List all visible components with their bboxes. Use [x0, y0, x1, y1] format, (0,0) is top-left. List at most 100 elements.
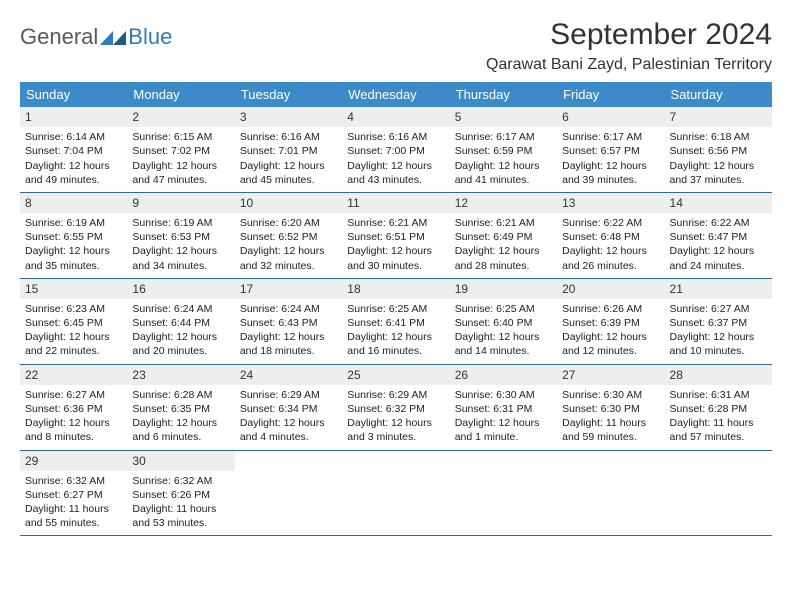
calendar-cell: 9Sunrise: 6:19 AMSunset: 6:53 PMDaylight… [127, 193, 234, 278]
daylight-text-1: Daylight: 12 hours [240, 244, 337, 258]
day-number: 15 [20, 279, 127, 299]
day-number: 9 [127, 193, 234, 213]
day-number: 12 [450, 193, 557, 213]
daylight-text-2: and 16 minutes. [347, 344, 444, 358]
sunset-text: Sunset: 7:02 PM [132, 144, 229, 158]
day-number: 5 [450, 107, 557, 127]
daylight-text-1: Daylight: 12 hours [455, 330, 552, 344]
daylight-text-1: Daylight: 12 hours [25, 159, 122, 173]
sunset-text: Sunset: 6:32 PM [347, 402, 444, 416]
calendar-cell [342, 451, 449, 536]
daylight-text-1: Daylight: 12 hours [25, 330, 122, 344]
sunset-text: Sunset: 6:26 PM [132, 488, 229, 502]
sunrise-text: Sunrise: 6:18 AM [670, 130, 767, 144]
day-number: 19 [450, 279, 557, 299]
daylight-text-2: and 24 minutes. [670, 259, 767, 273]
sunset-text: Sunset: 6:53 PM [132, 230, 229, 244]
sunrise-text: Sunrise: 6:30 AM [562, 388, 659, 402]
sunrise-text: Sunrise: 6:32 AM [132, 474, 229, 488]
calendar-cell [665, 451, 772, 536]
weekday-label: Monday [127, 82, 234, 107]
daylight-text-1: Daylight: 12 hours [347, 330, 444, 344]
sunrise-text: Sunrise: 6:14 AM [25, 130, 122, 144]
calendar-cell: 15Sunrise: 6:23 AMSunset: 6:45 PMDayligh… [20, 279, 127, 364]
weekday-label: Sunday [20, 82, 127, 107]
daylight-text-1: Daylight: 12 hours [347, 244, 444, 258]
daylight-text-1: Daylight: 12 hours [562, 159, 659, 173]
calendar-cell: 16Sunrise: 6:24 AMSunset: 6:44 PMDayligh… [127, 279, 234, 364]
daylight-text-2: and 12 minutes. [562, 344, 659, 358]
sunset-text: Sunset: 6:40 PM [455, 316, 552, 330]
daylight-text-1: Daylight: 12 hours [25, 244, 122, 258]
daylight-text-1: Daylight: 11 hours [562, 416, 659, 430]
day-number: 24 [235, 365, 342, 385]
sunset-text: Sunset: 6:49 PM [455, 230, 552, 244]
day-number: 2 [127, 107, 234, 127]
daylight-text-2: and 43 minutes. [347, 173, 444, 187]
daylight-text-1: Daylight: 12 hours [132, 330, 229, 344]
day-number: 4 [342, 107, 449, 127]
sunset-text: Sunset: 6:47 PM [670, 230, 767, 244]
sunset-text: Sunset: 6:48 PM [562, 230, 659, 244]
sunrise-text: Sunrise: 6:17 AM [562, 130, 659, 144]
calendar-cell: 21Sunrise: 6:27 AMSunset: 6:37 PMDayligh… [665, 279, 772, 364]
month-title: September 2024 [486, 18, 772, 52]
sunrise-text: Sunrise: 6:26 AM [562, 302, 659, 316]
daylight-text-2: and 8 minutes. [25, 430, 122, 444]
sunrise-text: Sunrise: 6:23 AM [25, 302, 122, 316]
daylight-text-2: and 53 minutes. [132, 516, 229, 530]
daylight-text-2: and 39 minutes. [562, 173, 659, 187]
calendar-cell [450, 451, 557, 536]
day-number: 22 [20, 365, 127, 385]
daylight-text-1: Daylight: 12 hours [562, 244, 659, 258]
sunset-text: Sunset: 6:34 PM [240, 402, 337, 416]
sunrise-text: Sunrise: 6:15 AM [132, 130, 229, 144]
logo-text-1: General [20, 24, 98, 50]
calendar-cell: 26Sunrise: 6:30 AMSunset: 6:31 PMDayligh… [450, 365, 557, 450]
sunset-text: Sunset: 6:55 PM [25, 230, 122, 244]
day-number: 25 [342, 365, 449, 385]
sunrise-text: Sunrise: 6:25 AM [455, 302, 552, 316]
daylight-text-2: and 32 minutes. [240, 259, 337, 273]
daylight-text-2: and 22 minutes. [25, 344, 122, 358]
daylight-text-2: and 45 minutes. [240, 173, 337, 187]
calendar-cell: 23Sunrise: 6:28 AMSunset: 6:35 PMDayligh… [127, 365, 234, 450]
sunrise-text: Sunrise: 6:31 AM [670, 388, 767, 402]
sunset-text: Sunset: 6:56 PM [670, 144, 767, 158]
daylight-text-1: Daylight: 12 hours [240, 416, 337, 430]
sunrise-text: Sunrise: 6:25 AM [347, 302, 444, 316]
logo-text-2: Blue [128, 24, 172, 50]
day-number: 10 [235, 193, 342, 213]
day-number: 6 [557, 107, 664, 127]
calendar-cell: 7Sunrise: 6:18 AMSunset: 6:56 PMDaylight… [665, 107, 772, 192]
day-number: 16 [127, 279, 234, 299]
sunrise-text: Sunrise: 6:24 AM [132, 302, 229, 316]
day-number: 17 [235, 279, 342, 299]
sunrise-text: Sunrise: 6:22 AM [670, 216, 767, 230]
daylight-text-1: Daylight: 11 hours [25, 502, 122, 516]
sunrise-text: Sunrise: 6:32 AM [25, 474, 122, 488]
day-number: 1 [20, 107, 127, 127]
calendar-week: 8Sunrise: 6:19 AMSunset: 6:55 PMDaylight… [20, 193, 772, 279]
day-number: 21 [665, 279, 772, 299]
weekday-label: Thursday [450, 82, 557, 107]
sunset-text: Sunset: 6:43 PM [240, 316, 337, 330]
calendar-cell: 24Sunrise: 6:29 AMSunset: 6:34 PMDayligh… [235, 365, 342, 450]
sunset-text: Sunset: 6:31 PM [455, 402, 552, 416]
calendar-cell: 6Sunrise: 6:17 AMSunset: 6:57 PMDaylight… [557, 107, 664, 192]
logo-triangle-icon [100, 29, 126, 45]
calendar-week: 1Sunrise: 6:14 AMSunset: 7:04 PMDaylight… [20, 107, 772, 193]
calendar-cell: 20Sunrise: 6:26 AMSunset: 6:39 PMDayligh… [557, 279, 664, 364]
sunrise-text: Sunrise: 6:16 AM [240, 130, 337, 144]
sunset-text: Sunset: 6:37 PM [670, 316, 767, 330]
daylight-text-2: and 28 minutes. [455, 259, 552, 273]
daylight-text-1: Daylight: 12 hours [347, 416, 444, 430]
calendar-cell: 2Sunrise: 6:15 AMSunset: 7:02 PMDaylight… [127, 107, 234, 192]
sunrise-text: Sunrise: 6:29 AM [347, 388, 444, 402]
daylight-text-1: Daylight: 12 hours [132, 244, 229, 258]
sunrise-text: Sunrise: 6:24 AM [240, 302, 337, 316]
calendar-cell: 17Sunrise: 6:24 AMSunset: 6:43 PMDayligh… [235, 279, 342, 364]
sunset-text: Sunset: 6:41 PM [347, 316, 444, 330]
day-number: 29 [20, 451, 127, 471]
sunset-text: Sunset: 6:28 PM [670, 402, 767, 416]
